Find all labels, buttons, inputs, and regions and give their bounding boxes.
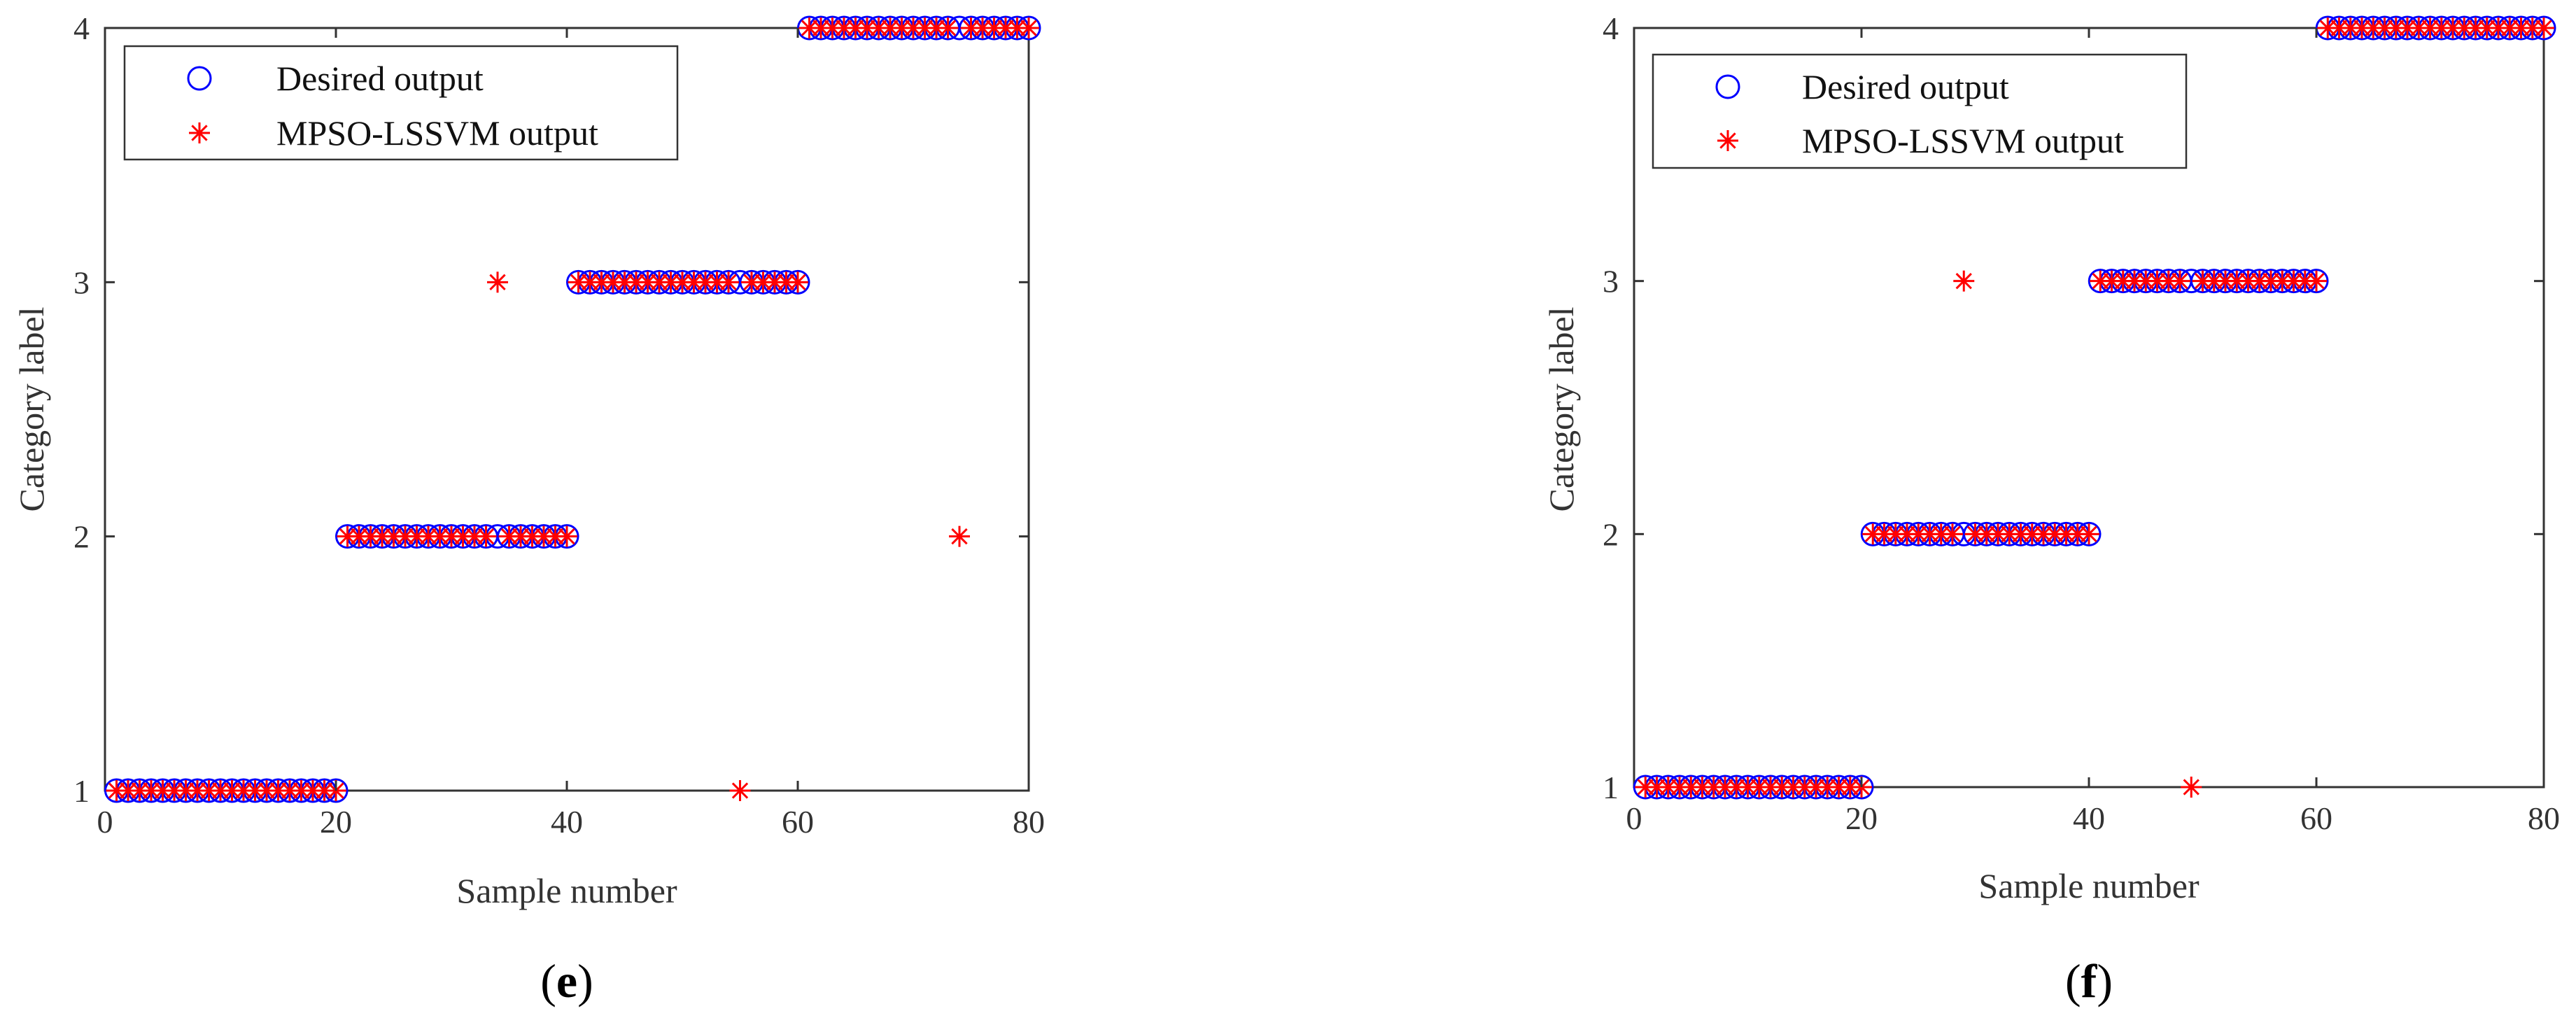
legend-label-mpso: MPSO-LSSVM output [276,113,598,153]
axis-ticks-layer: 0 20 40 60 80 1 2 3 4 [1603,10,2560,836]
x-tick-label: 40 [551,804,583,840]
y-axis-label: Category label [1542,307,1581,512]
mpso-lssvm-output-point [2306,270,2327,292]
y-axis-label: Category label [12,307,51,512]
x-tick-label: 0 [97,804,113,840]
legend-circle-marker [1715,74,1740,99]
mpso-lssvm-output-point [568,271,589,293]
mpso-lssvm-output-point [926,17,947,38]
mpso-lssvm-output-point [718,271,739,293]
x-axis-label: Sample number [1978,866,2200,905]
mpso-lssvm-output-point [1953,270,1975,292]
y-tick-label: 1 [1603,770,1619,805]
mpso-lssvm-output-point [372,525,393,547]
mpso-lssvm-output-point [706,271,728,293]
x-tick-label: 80 [1013,804,1045,840]
mpso-lssvm-output-point [2533,17,2554,38]
legend-asterisk-glyph [189,122,210,143]
mpso-lssvm-output-point [729,780,751,801]
y-tick-label: 3 [1603,264,1619,299]
legend-label-desired: Desired output [1802,67,2009,106]
legend-box [1652,53,2188,169]
mpso-lssvm-output-point [544,525,566,547]
y-tick-label: 3 [73,264,90,300]
mpso-lssvm-output-point [279,780,300,801]
x-tick-label: 20 [320,804,352,840]
mpso-lssvm-output-point [937,17,959,38]
mpso-lssvm-output-point [221,780,243,801]
legend-asterisk-glyph [1717,130,1738,151]
legend-box [123,45,679,161]
mpso-lssvm-output-point [1942,523,1963,545]
mpso-lssvm-output-point [787,271,808,293]
y-tick-label: 1 [73,773,90,809]
data-points-layer [104,15,1041,803]
mpso-lssvm-output-point [626,271,647,293]
mpso-lssvm-output-point [775,271,797,293]
y-tick-label: 2 [1603,516,1619,552]
mpso-lssvm-output-point [833,17,854,38]
mpso-lssvm-output-point [475,525,497,547]
legend-label-desired: Desired output [276,59,484,98]
subfigure-caption-e: (e) [540,954,593,1008]
x-tick-label: 60 [2300,800,2332,836]
chart-panel-f: 0 20 40 60 80 1 2 3 4 Desired output MPSO-LSSVM … [1542,10,2560,1008]
x-axis-label: Sample number [456,871,677,910]
legend-asterisk-marker [189,122,210,143]
mpso-lssvm-output-point [949,525,970,547]
mpso-lssvm-output-point [141,780,162,801]
legend: Desired output MPSO-LSSVM output [123,45,679,161]
legend-asterisk-marker [1717,130,1738,151]
mpso-lssvm-output-point [395,525,416,547]
legend-label-mpso: MPSO-LSSVM output [1802,121,2124,160]
mpso-lssvm-output-point [452,525,474,547]
mpso-lssvm-output-point [152,780,174,801]
y-tick-label: 4 [1603,10,1619,46]
x-tick-label: 40 [2073,800,2105,836]
mpso-lssvm-output-point [556,525,577,547]
mpso-lssvm-output-point [2078,523,2099,545]
mpso-lssvm-output-point [2169,270,2190,292]
chart-panel-e: 0 20 40 60 80 1 2 3 4 Desired output MPSO-LSSVM … [12,10,1045,1008]
legend: Desired output MPSO-LSSVM output [1652,53,2188,169]
mpso-lssvm-output-point [1018,17,1039,38]
mpso-lssvm-output-point [1006,17,1028,38]
mpso-lssvm-output-point [290,780,312,801]
mpso-lssvm-output-point [2181,777,2202,798]
y-tick-label: 4 [73,10,90,46]
mpso-lssvm-output-point [798,17,820,38]
axis-ticks-layer: 0 20 40 60 80 1 2 3 4 [73,10,1045,840]
mpso-lssvm-output-point [187,780,208,801]
x-tick-label: 80 [2528,800,2560,836]
x-tick-label: 0 [1626,800,1642,836]
mpso-lssvm-output-point [175,780,197,801]
subfigure-caption-f: (f) [2065,954,2113,1008]
y-tick-label: 2 [73,519,90,555]
mpso-lssvm-output-point [487,271,508,293]
data-points-layer [1633,15,2556,800]
x-tick-label: 60 [782,804,814,840]
x-tick-label: 20 [1845,800,1878,836]
legend-circle-marker [187,66,212,91]
